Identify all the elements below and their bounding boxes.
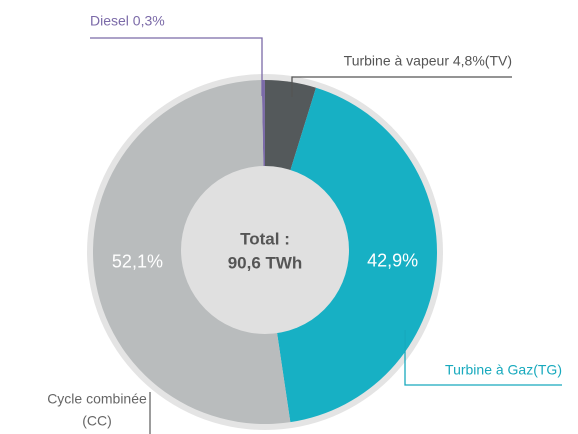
category-label: (CC) — [82, 413, 112, 429]
center-text: Total : — [240, 229, 290, 248]
callout-line — [404, 330, 562, 386]
value-label: 42,9% — [367, 251, 418, 271]
category-label: Diesel 0,3% — [90, 13, 165, 29]
category-label: Cycle combinée — [47, 391, 147, 407]
center-text: 90,6 TWh — [228, 253, 303, 272]
category-label: Turbine à Gaz(TG) — [445, 362, 562, 378]
callout-line — [291, 76, 512, 97]
slice — [265, 87, 437, 423]
center-disc — [181, 166, 349, 334]
category-label: Turbine à vapeur 4,8%(TV) — [344, 53, 512, 69]
labels: 42,9% 52,1% Diesel 0,3% Turbine à vapeur 4,… — [47, 13, 562, 434]
value-label: 52,1% — [112, 251, 163, 271]
callout-line — [90, 37, 263, 96]
